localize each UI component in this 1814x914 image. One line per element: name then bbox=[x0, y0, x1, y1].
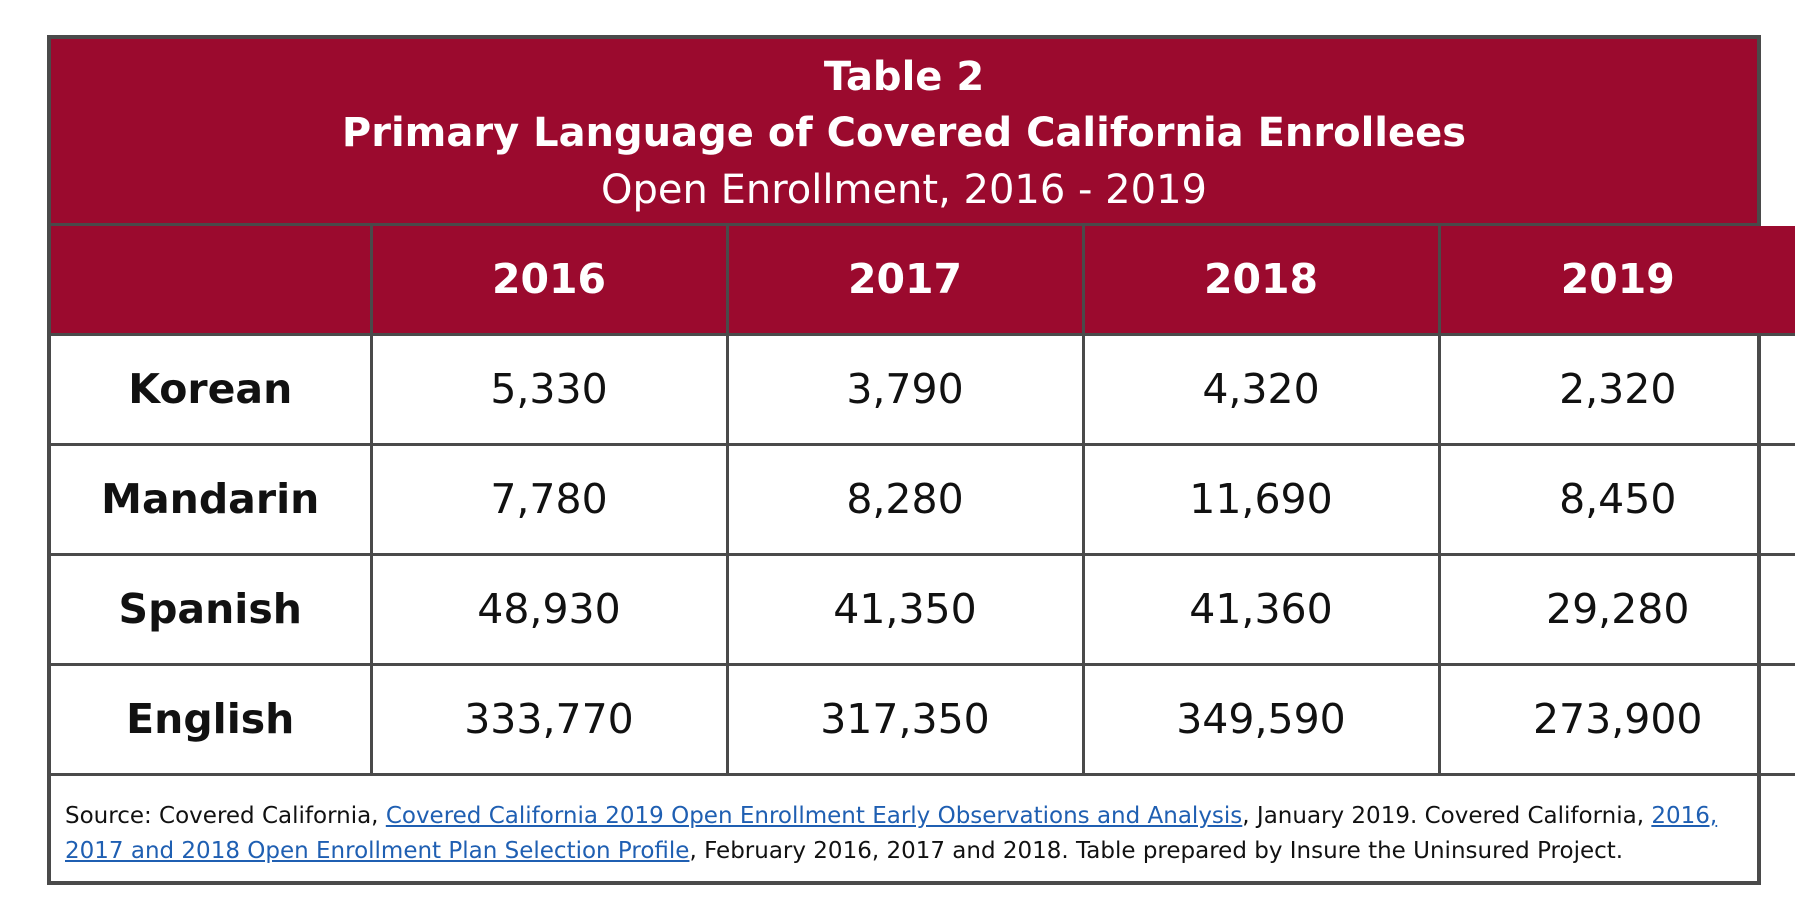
source-note: Source: Covered California, Covered Cali… bbox=[65, 799, 1737, 869]
year-header: 2017 bbox=[725, 226, 1085, 336]
table-title: Primary Language of Covered California E… bbox=[341, 110, 1467, 156]
enrollee-count: 8,450 bbox=[1437, 442, 1795, 556]
table-frame: Table 2 Primary Language of Covered Cali… bbox=[47, 35, 1795, 885]
enrollee-count: 5,330 bbox=[369, 332, 729, 446]
corner-cell bbox=[51, 226, 373, 336]
enrollee-count: 41,350 bbox=[725, 552, 1085, 666]
enrollee-count: 333,770 bbox=[369, 662, 729, 776]
enrollee-count: 29,280 bbox=[1437, 552, 1795, 666]
table-subtitle: Open Enrollment, 2016 - 2019 bbox=[601, 167, 1207, 213]
table-row: Mandarin 7,780 8,280 11,690 8,450 bbox=[51, 442, 1795, 556]
table-row: English 333,770 317,350 349,590 273,900 bbox=[51, 662, 1795, 776]
source-prefix: Source: Covered California, bbox=[65, 803, 386, 829]
enrollee-count: 48,930 bbox=[369, 552, 729, 666]
language-label: Korean bbox=[51, 332, 373, 446]
enrollee-count: 2,320 bbox=[1437, 332, 1795, 446]
language-label: Spanish bbox=[51, 552, 373, 666]
enrollee-count: 41,360 bbox=[1081, 552, 1441, 666]
language-label: Mandarin bbox=[51, 442, 373, 556]
source-middle: , January 2019. Covered California, bbox=[1242, 803, 1652, 829]
enrollment-table: 2016 2017 2018 2019 Korean 5,330 3,790 4… bbox=[51, 226, 1795, 776]
year-header: 2019 bbox=[1437, 226, 1795, 336]
enrollee-count: 349,590 bbox=[1081, 662, 1441, 776]
table-number: Table 2 bbox=[823, 54, 985, 100]
enrollee-count: 273,900 bbox=[1437, 662, 1795, 776]
table-row: Korean 5,330 3,790 4,320 2,320 bbox=[51, 332, 1795, 446]
year-header: 2018 bbox=[1081, 226, 1441, 336]
year-header: 2016 bbox=[369, 226, 729, 336]
enrollee-count: 7,780 bbox=[369, 442, 729, 556]
language-label: English bbox=[51, 662, 373, 776]
title-block: Table 2 Primary Language of Covered Cali… bbox=[51, 39, 1757, 226]
source-link-early-observations[interactable]: Covered California 2019 Open Enrollment … bbox=[385, 803, 1243, 829]
table-row: Spanish 48,930 41,350 41,360 29,280 bbox=[51, 552, 1795, 666]
enrollee-count: 4,320 bbox=[1081, 332, 1441, 446]
enrollee-count: 3,790 bbox=[725, 332, 1085, 446]
header-row: 2016 2017 2018 2019 bbox=[51, 226, 1795, 336]
enrollee-count: 8,280 bbox=[725, 442, 1085, 556]
enrollee-count: 11,690 bbox=[1081, 442, 1441, 556]
source-suffix: , February 2016, 2017 and 2018. Table pr… bbox=[689, 838, 1624, 864]
enrollee-count: 317,350 bbox=[725, 662, 1085, 776]
source-link-plan-selection-profile[interactable]: 2016, 2017 and 2018 Open Enrollment Plan… bbox=[65, 803, 1718, 864]
